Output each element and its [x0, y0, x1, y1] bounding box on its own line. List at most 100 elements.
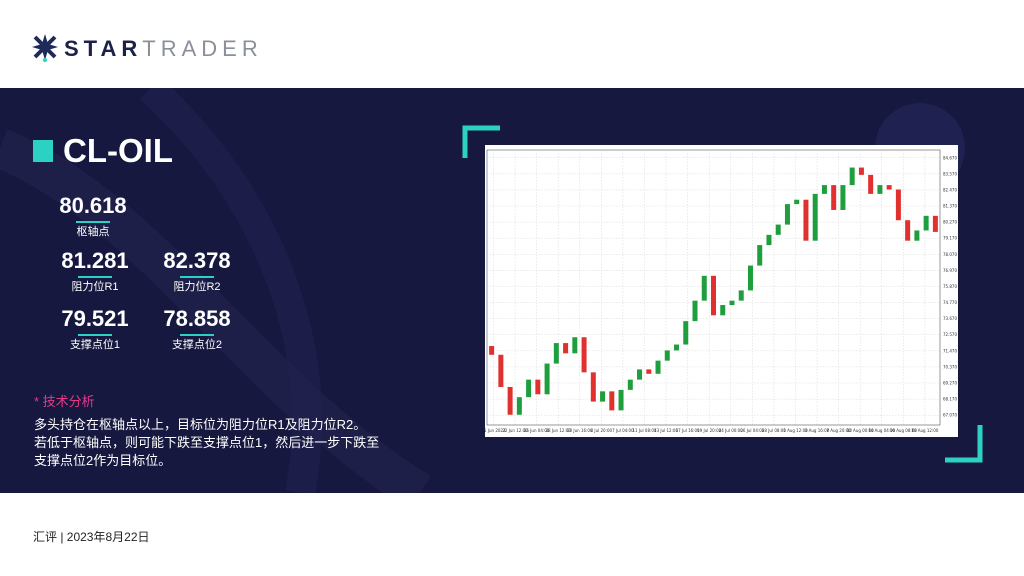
candle — [516, 397, 522, 415]
candle — [932, 215, 938, 232]
underline — [78, 334, 112, 336]
candle — [498, 354, 504, 387]
x-tick-label: 16 Aug 08:00 — [890, 428, 917, 433]
x-tick-label: 11 Jul 08:00 — [632, 428, 656, 433]
y-tick-label: 79.170 — [943, 236, 957, 241]
y-tick-label: 76.970 — [943, 268, 957, 273]
candle — [674, 344, 680, 351]
candle — [526, 379, 532, 398]
y-tick-label: 73.670 — [943, 316, 957, 321]
r1-label: 阻力位R1 — [71, 281, 119, 293]
x-tick-label: 1 Aug 12:00 — [783, 428, 808, 433]
y-tick-label: 84.670 — [943, 155, 957, 160]
candle — [784, 204, 790, 225]
y-tick-label: 69.270 — [943, 381, 957, 386]
candle — [877, 185, 883, 194]
candle — [803, 199, 809, 241]
pivot-label: 枢轴点 — [76, 226, 110, 238]
candle — [775, 224, 781, 235]
candle — [535, 379, 541, 395]
title-marker — [33, 140, 53, 162]
candle — [720, 305, 726, 316]
candle — [544, 363, 550, 395]
candle — [905, 220, 911, 241]
s2-label: 支撑点位2 — [171, 339, 223, 351]
x-tick-label: 19 Jul 20:00 — [697, 428, 721, 433]
candle — [609, 391, 615, 411]
candle — [563, 343, 569, 354]
underline — [76, 221, 110, 223]
footer: 汇评 | 2023年8月22日 — [33, 530, 150, 544]
candle — [655, 360, 661, 374]
candle — [914, 230, 920, 241]
candle — [757, 245, 763, 266]
candle — [553, 343, 559, 364]
candle — [886, 185, 892, 190]
x-tick-label: 21 Jun 2023 — [485, 428, 506, 433]
title: CL-OIL — [63, 132, 173, 169]
logo: STARTRADER — [64, 36, 263, 62]
r1-value: 81.281 — [61, 248, 129, 273]
banner: CL-OIL 80.618 枢轴点 81.281 阻力位R1 82.378 阻力… — [0, 88, 1024, 493]
x-tick-label: 13 Jul 12:00 — [654, 428, 678, 433]
underline — [78, 276, 112, 278]
candle — [821, 185, 827, 194]
candle — [729, 300, 735, 306]
x-tick-label: 17 Jul 16:00 — [676, 428, 700, 433]
y-tick-label: 80.270 — [943, 220, 957, 225]
x-tick-label: 7 Aug 20:00 — [826, 428, 851, 433]
x-tick-label: 3 Aug 16:00 — [805, 428, 830, 433]
s1-value: 79.521 — [61, 306, 129, 331]
x-tick-label: 18 Aug 12:00 — [911, 428, 938, 433]
underline — [180, 334, 214, 336]
y-tick-label: 81.370 — [943, 204, 957, 209]
x-tick-label: 14 Aug 04:00 — [868, 428, 895, 433]
y-tick-label: 82.470 — [943, 187, 957, 192]
candle — [600, 391, 606, 402]
y-tick-label: 83.570 — [943, 171, 957, 176]
y-tick-label: 74.770 — [943, 300, 957, 305]
candle — [664, 350, 670, 361]
x-tick-label: 28 Jul 08:00 — [762, 428, 786, 433]
r2-value: 82.378 — [163, 248, 231, 273]
s2-value: 78.858 — [163, 306, 231, 331]
x-tick-label: 30 Jun 16:00 — [567, 428, 593, 433]
s1-label: 支撑点位1 — [69, 339, 121, 351]
y-tick-label: 70.370 — [943, 364, 957, 369]
x-tick-label: 26 Jul 04:00 — [740, 428, 764, 433]
y-tick-label: 72.570 — [943, 332, 957, 337]
candle — [572, 337, 578, 354]
candle — [858, 167, 864, 175]
y-tick-label: 67.070 — [943, 413, 957, 418]
candle — [489, 346, 495, 355]
x-tick-label: 28 Jun 12:00 — [545, 428, 571, 433]
candle — [637, 369, 643, 380]
x-tick-label: 7 Jul 04:00 — [612, 428, 634, 433]
y-tick-label: 71.470 — [943, 348, 957, 353]
logo-icon — [32, 34, 58, 62]
analysis-heading: * 技术分析 — [34, 394, 95, 409]
x-tick-label: 24 Jul 00:00 — [719, 428, 743, 433]
candle — [849, 167, 855, 186]
plot-frame — [486, 149, 941, 426]
y-tick-label: 78.070 — [943, 252, 957, 257]
candle — [738, 290, 744, 301]
candle — [701, 275, 707, 301]
candle — [923, 215, 929, 231]
candle — [831, 185, 837, 210]
underline — [180, 276, 214, 278]
x-tick-label: 10 Aug 00:00 — [847, 428, 874, 433]
logo-bold: STAR — [64, 36, 143, 61]
candle — [766, 234, 772, 246]
r2-label: 阻力位R2 — [173, 281, 221, 293]
analysis-line: 多头持仓在枢轴点以上，目标位为阻力位R1及阻力位R2。 — [34, 417, 367, 432]
y-tick-label: 75.870 — [943, 284, 957, 289]
candle — [646, 369, 652, 374]
pivot-value: 80.618 — [59, 193, 127, 218]
candle — [627, 379, 633, 390]
analysis-line: 若低于枢轴点，则可能下跌至支撑点位1，然后进一步下跌至 — [34, 435, 380, 450]
candle — [895, 189, 901, 221]
candle — [868, 174, 874, 194]
candle — [618, 389, 624, 411]
